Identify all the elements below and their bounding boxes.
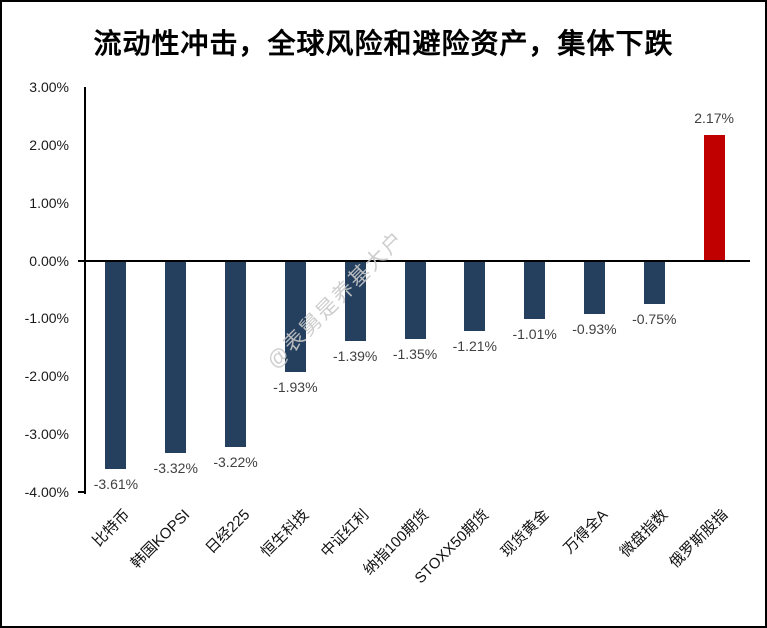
bar-value-label: -0.93% <box>572 321 617 338</box>
y-axis-tick-label: -2.00% <box>24 368 69 385</box>
y-axis-tick-label: 2.00% <box>29 136 69 153</box>
y-axis-tick-label: -3.00% <box>24 426 69 443</box>
y-axis-line <box>84 87 86 494</box>
y-axis-tick-label: -1.00% <box>24 310 69 327</box>
bar-negative <box>524 260 546 319</box>
bar-negative <box>404 260 426 339</box>
bar-negative <box>105 260 127 470</box>
y-axis-tick-label: 3.00% <box>29 79 69 95</box>
bar-negative <box>225 260 247 447</box>
bar-negative <box>284 260 306 373</box>
bar-negative <box>464 260 486 331</box>
bar-value-label: -0.75% <box>632 310 677 327</box>
y-axis-tick-label: 0.00% <box>29 252 69 269</box>
bar-value-label: -1.01% <box>512 326 557 342</box>
y-axis-tick-label: -4.00% <box>24 484 69 500</box>
chart-title: 流动性冲击，全球风险和避险资产，集体下跌 <box>93 27 674 60</box>
bar-value-label: -3.61% <box>93 476 139 493</box>
bar-value-label: -1.35% <box>392 345 438 362</box>
bar-negative <box>583 260 605 315</box>
bar-negative <box>643 260 665 304</box>
bar-positive <box>703 135 725 261</box>
bar-value-label: -1.39% <box>332 347 378 364</box>
bar-negative <box>165 260 187 453</box>
bar-negative <box>344 260 366 341</box>
zero-baseline <box>78 259 750 262</box>
category-axis-label: 比特币 <box>89 506 134 551</box>
bar-value-label: -3.32% <box>153 459 198 476</box>
bar-value-label: -3.22% <box>213 453 258 470</box>
bar-value-label: 2.17% <box>694 110 734 127</box>
bar-value-label: -1.21% <box>452 337 497 354</box>
y-axis-bottom-tick <box>78 491 84 493</box>
y-axis-tick-label: 1.00% <box>29 194 69 211</box>
bar-value-label: -1.93% <box>273 379 318 396</box>
